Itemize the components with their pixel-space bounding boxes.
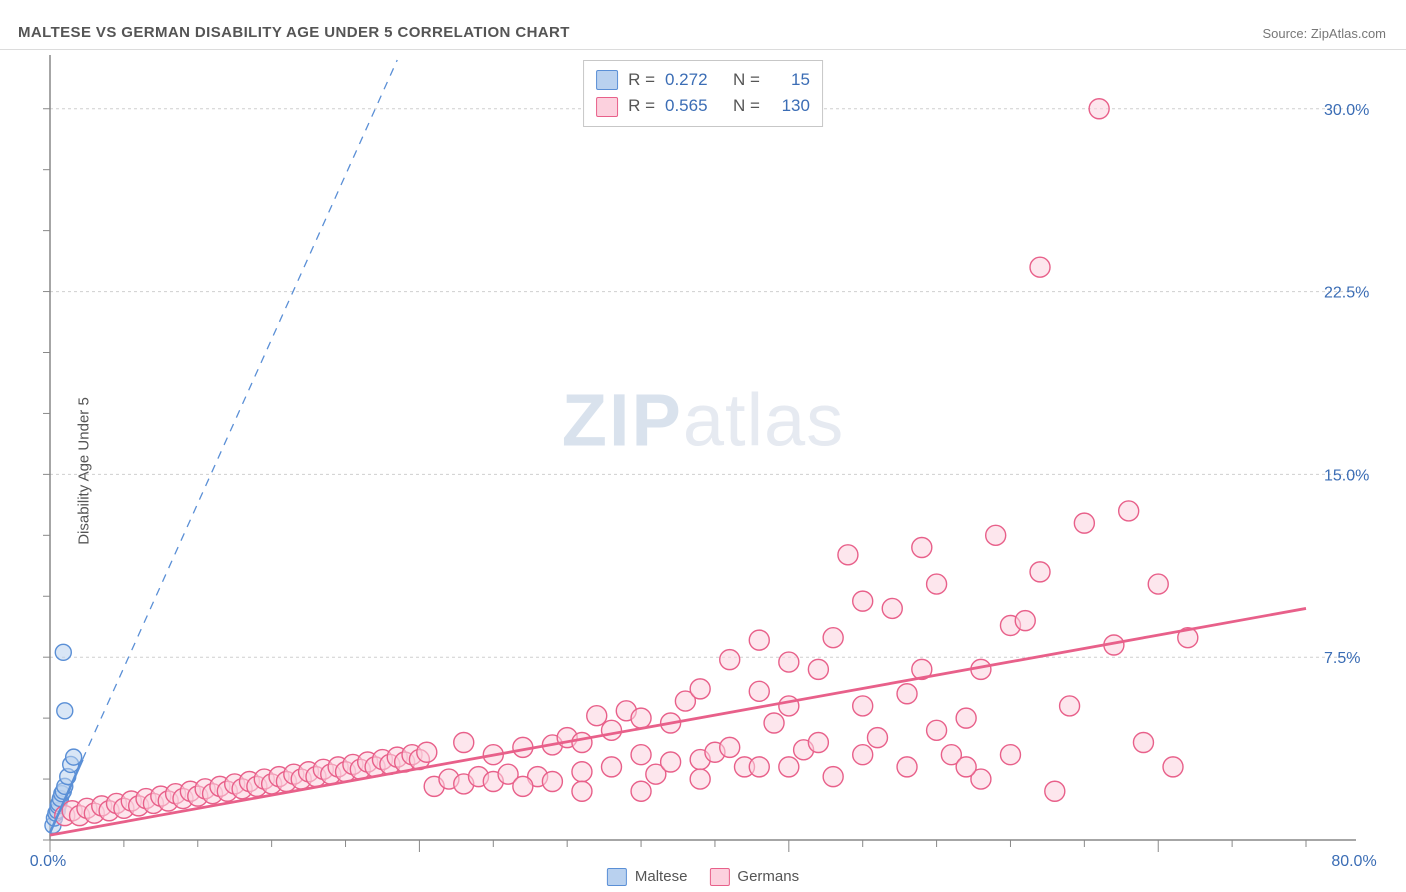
data-point <box>956 757 976 777</box>
data-point <box>1030 257 1050 277</box>
data-point <box>1089 99 1109 119</box>
data-point <box>882 598 902 618</box>
stats-legend-row: R = 0.565 N = 130 <box>596 93 810 119</box>
source-credit: Source: ZipAtlas.com <box>1262 26 1386 41</box>
data-point <box>55 644 71 660</box>
data-point <box>1163 757 1183 777</box>
data-point <box>927 720 947 740</box>
data-point <box>853 591 873 611</box>
data-point <box>1045 781 1065 801</box>
data-point <box>1074 513 1094 533</box>
y-tick-label: 30.0% <box>1324 102 1369 119</box>
data-point <box>572 781 592 801</box>
data-point <box>454 733 474 753</box>
trend-line <box>50 608 1306 835</box>
data-point <box>57 703 73 719</box>
data-point <box>956 708 976 728</box>
data-point <box>720 737 740 757</box>
chart-area: Disability Age Under 5 ZIPatlas 7.5%15.0… <box>0 50 1406 892</box>
legend-r-label: R = <box>628 93 655 119</box>
data-point <box>602 757 622 777</box>
data-point <box>927 574 947 594</box>
legend-swatch <box>596 97 618 117</box>
data-point <box>66 749 82 765</box>
data-point <box>749 630 769 650</box>
trend-extrapolation <box>83 60 398 760</box>
data-point <box>631 745 651 765</box>
data-point <box>690 679 710 699</box>
legend-n-label: N = <box>733 67 760 93</box>
data-point <box>631 781 651 801</box>
data-point <box>853 745 873 765</box>
legend-swatch <box>596 70 618 90</box>
y-tick-label: 15.0% <box>1324 467 1369 484</box>
legend-swatch <box>607 868 627 886</box>
data-point <box>1148 574 1168 594</box>
legend-r-value: 0.565 <box>665 93 723 119</box>
legend-r-label: R = <box>628 67 655 93</box>
data-point <box>867 728 887 748</box>
legend-n-value: 130 <box>770 93 810 119</box>
data-point <box>779 652 799 672</box>
legend-item: Maltese <box>607 868 688 886</box>
data-point <box>690 769 710 789</box>
legend-label: Germans <box>737 868 799 885</box>
data-point <box>912 538 932 558</box>
data-point <box>779 696 799 716</box>
legend-n-label: N = <box>733 93 760 119</box>
stats-legend-row: R = 0.272 N = 15 <box>596 67 810 93</box>
y-axis-label: Disability Age Under 5 <box>75 397 92 545</box>
data-point <box>764 713 784 733</box>
data-point <box>720 650 740 670</box>
data-point <box>1119 501 1139 521</box>
data-point <box>1133 733 1153 753</box>
data-point <box>513 776 533 796</box>
legend-r-value: 0.272 <box>665 67 723 93</box>
y-tick-label: 7.5% <box>1324 650 1360 667</box>
data-point <box>572 733 592 753</box>
data-point <box>779 757 799 777</box>
legend-label: Maltese <box>635 868 688 885</box>
y-tick-label: 22.5% <box>1324 285 1369 302</box>
data-point <box>823 767 843 787</box>
data-point <box>602 720 622 740</box>
legend-item: Germans <box>709 868 799 886</box>
stats-legend-box: R = 0.272 N = 15 R = 0.565 N = 130 <box>583 60 823 127</box>
data-point <box>808 733 828 753</box>
x-tick-label: 0.0% <box>30 853 66 870</box>
chart-title: MALTESE VS GERMAN DISABILITY AGE UNDER 5… <box>18 24 570 41</box>
data-point <box>1000 745 1020 765</box>
data-point <box>986 525 1006 545</box>
legend-n-value: 15 <box>770 67 810 93</box>
data-point <box>572 762 592 782</box>
data-point <box>417 742 437 762</box>
chart-header: MALTESE VS GERMAN DISABILITY AGE UNDER 5… <box>0 0 1406 50</box>
data-point <box>631 708 651 728</box>
data-point <box>897 757 917 777</box>
legend-swatch <box>709 868 729 886</box>
data-point <box>661 752 681 772</box>
data-point <box>1060 696 1080 716</box>
data-point <box>749 681 769 701</box>
series-legend: Maltese Germans <box>607 868 799 886</box>
data-point <box>808 659 828 679</box>
data-point <box>749 757 769 777</box>
x-tick-label: 80.0% <box>1331 853 1376 870</box>
data-point <box>838 545 858 565</box>
data-point <box>897 684 917 704</box>
data-point <box>1030 562 1050 582</box>
scatter-plot-svg: 7.5% 15.0% 22.5% 30.0% 0.0% 80.0% <box>0 50 1406 892</box>
data-point <box>1015 611 1035 631</box>
data-point <box>542 772 562 792</box>
data-point <box>587 706 607 726</box>
data-point <box>823 628 843 648</box>
data-point <box>853 696 873 716</box>
